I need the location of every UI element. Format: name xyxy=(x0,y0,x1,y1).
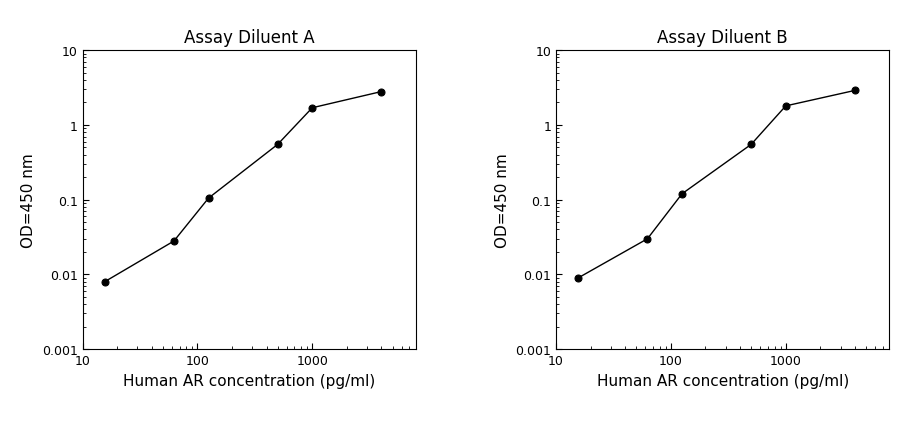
Y-axis label: OD=450 nm: OD=450 nm xyxy=(495,153,510,248)
X-axis label: Human AR concentration (pg/ml): Human AR concentration (pg/ml) xyxy=(123,373,375,388)
Y-axis label: OD=450 nm: OD=450 nm xyxy=(21,153,37,248)
X-axis label: Human AR concentration (pg/ml): Human AR concentration (pg/ml) xyxy=(597,373,849,388)
Title: Assay Diluent B: Assay Diluent B xyxy=(657,29,788,47)
Title: Assay Diluent A: Assay Diluent A xyxy=(184,29,315,47)
